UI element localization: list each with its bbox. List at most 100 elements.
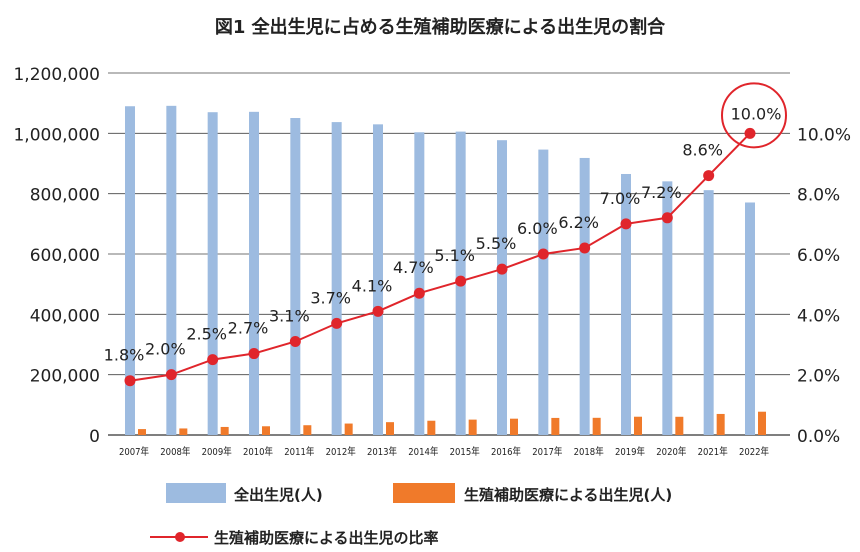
ratio-point [372, 305, 384, 317]
bar-total [373, 124, 383, 435]
x-tick-label: 2014年 [408, 445, 438, 458]
legend-swatch-total [166, 483, 226, 503]
x-tick-label: 2013年 [367, 445, 397, 458]
ratio-point [165, 369, 177, 381]
ratio-point [248, 348, 260, 360]
ratio-label: 3.1% [269, 306, 310, 325]
ratio-point [620, 218, 632, 230]
ratio-label: 4.1% [352, 276, 393, 295]
left-tick-label: 600,000 [30, 246, 100, 266]
right-tick-label: 0.0% [797, 427, 840, 447]
ratio-label: 10.0% [731, 104, 782, 123]
ratio-label: 1.8% [104, 346, 145, 365]
bar-total [703, 190, 714, 435]
legend-label-total: 全出生児(人) [233, 486, 323, 504]
ratio-point [579, 242, 591, 254]
chart-title: 図1 全出生児に占める生殖補助医療による出生児の割合 [215, 16, 666, 38]
ratio-point [744, 127, 756, 139]
bar-art [716, 413, 725, 435]
x-tick-label: 2017年 [532, 445, 562, 458]
bar-art [592, 417, 601, 435]
bar-art [675, 416, 684, 435]
x-tick-label: 2011年 [284, 445, 314, 458]
bar-art [344, 423, 353, 435]
bar-art [138, 429, 146, 435]
x-tick-label: 2007年 [119, 445, 149, 458]
bar-art [303, 425, 312, 435]
ratio-label: 2.5% [186, 325, 227, 344]
left-tick-label: 0 [89, 427, 100, 447]
right-tick-label: 4.0% [797, 306, 840, 326]
legend-label-ratio: 生殖補助医療による出生児の比率 [214, 529, 439, 547]
ratio-point [703, 170, 715, 182]
bar-art [179, 428, 188, 435]
x-tick-label: 2012年 [326, 445, 356, 458]
ratio-label: 6.0% [517, 219, 558, 238]
ratio-point [413, 287, 425, 299]
x-tick-label: 2016年 [491, 445, 521, 458]
ratio-label: 6.2% [558, 213, 599, 232]
x-tick-label: 2010年 [243, 445, 273, 458]
bar-total [331, 122, 342, 435]
left-tick-label: 1,200,000 [13, 65, 100, 85]
bar-total [249, 111, 259, 435]
legend: 全出生児(人) 生殖補助医療による出生児(人) 生殖補助医療による出生児の比率 [150, 483, 672, 547]
ratio-point [661, 212, 673, 224]
ratio-label: 5.1% [434, 246, 475, 265]
ratio-point [124, 375, 136, 387]
ratio-label: 8.6% [682, 141, 723, 160]
right-tick-label: 10.0% [797, 125, 851, 145]
x-tick-label: 2019年 [615, 445, 645, 458]
ratio-label: 4.7% [393, 258, 434, 277]
ratio-line [129, 132, 751, 382]
bar-art [551, 417, 560, 435]
ratio-point [537, 248, 549, 260]
highlight-circle [721, 82, 787, 149]
bar-total [290, 118, 301, 435]
bar-total [579, 157, 590, 435]
x-tick-label: 2020年 [656, 445, 686, 458]
ratio-label: 2.0% [145, 340, 186, 359]
ratio-point [207, 354, 219, 366]
left-tick-label: 800,000 [30, 186, 100, 206]
left-tick-label: 1,000,000 [13, 125, 100, 145]
x-tick-label: 2021年 [698, 445, 728, 458]
x-tick-label: 2015年 [450, 445, 480, 458]
bar-total [166, 105, 177, 436]
bar-total [621, 173, 631, 435]
bar-total [125, 106, 135, 436]
legend-marker [175, 532, 185, 542]
right-tick-label: 2.0% [797, 367, 840, 387]
bar-total [745, 202, 755, 435]
bar-total [662, 181, 673, 435]
ratio-point [331, 317, 343, 329]
ratio-label: 2.7% [228, 319, 269, 338]
ratio-label: 5.5% [476, 234, 517, 253]
bar-art [386, 422, 394, 435]
right-tick-label: 8.0% [797, 186, 840, 206]
ratio-point [455, 275, 467, 287]
legend-label-art: 生殖補助医療による出生児(人) [464, 486, 672, 504]
ratio-point [289, 335, 301, 347]
left-tick-label: 400,000 [30, 306, 100, 326]
x-tick-label: 2009年 [202, 445, 232, 458]
bar-art [758, 411, 766, 435]
bar-total [207, 112, 218, 435]
ratio-label: 3.7% [310, 288, 351, 307]
bar-art [220, 426, 229, 435]
bar-total [414, 132, 425, 435]
bar-total [497, 140, 507, 435]
bar-art [262, 426, 270, 435]
ratio-label: 7.2% [641, 183, 682, 202]
bar-art [510, 418, 518, 435]
legend-swatch-art [393, 483, 455, 503]
x-tick-label: 2022年 [739, 445, 769, 458]
bar-art [427, 420, 436, 435]
bar-art [634, 416, 642, 435]
x-tick-label: 2018年 [574, 445, 604, 458]
bar-total [538, 149, 549, 435]
bar-art [468, 419, 477, 435]
x-tick-label: 2008年 [160, 445, 190, 458]
ratio-label: 7.0% [600, 189, 641, 208]
